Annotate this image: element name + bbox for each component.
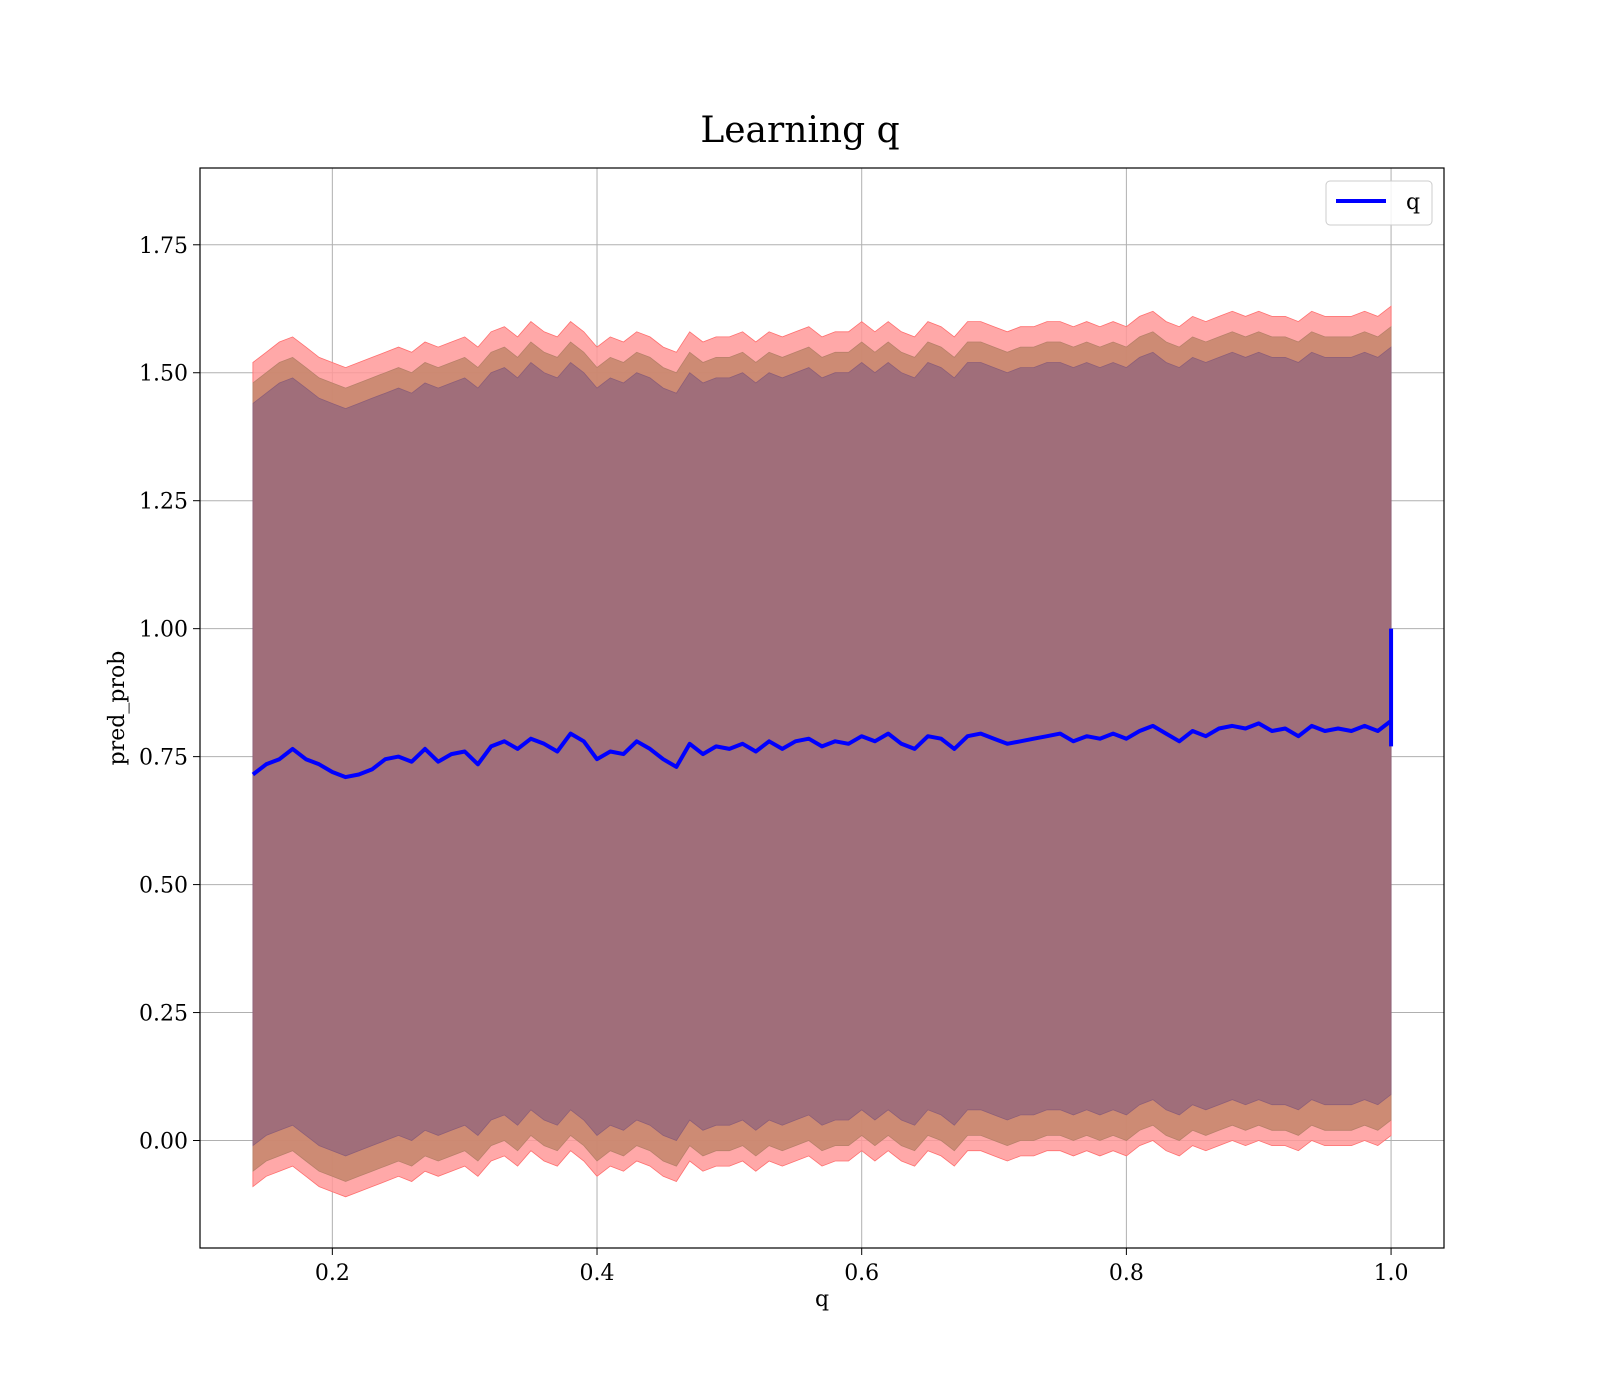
series-line-q (251, 719, 1393, 780)
y-tick-label: 1.75 (139, 234, 188, 259)
y-tick-label: 1.25 (139, 490, 188, 515)
x-axis-ticks: 0.2 0.4 0.6 0.8 1.0 (315, 1248, 1409, 1286)
x-tick-label: 0.8 (1109, 1261, 1144, 1286)
y-tick-label: 1.00 (139, 618, 188, 643)
plot-frame (199, 167, 1445, 1249)
y-tick-label: 0.00 (139, 1130, 188, 1155)
y-tick-label: 0.50 (139, 874, 188, 899)
x-tick-label: 0.6 (844, 1261, 879, 1286)
confidence-bands (252, 305, 1392, 1198)
x-axis-label: q (815, 1287, 829, 1312)
y-axis-ticks: 0.00 0.25 0.50 0.75 1.00 1.25 1.50 1.75 (139, 234, 200, 1155)
y-axis-label: pred_prob (105, 651, 130, 766)
band-inner (252, 346, 1392, 1157)
y-tick-label: 0.25 (139, 1002, 188, 1027)
legend: q (1325, 180, 1433, 226)
x-tick-label: 0.4 (580, 1261, 615, 1286)
y-tick-label: 1.50 (139, 362, 188, 387)
y-tick-label: 0.75 (139, 746, 188, 771)
x-tick-label: 0.2 (315, 1261, 350, 1286)
chart-title: Learning q (700, 110, 899, 151)
legend-entry-q: q (1406, 190, 1420, 215)
series-lines (251, 628, 1394, 780)
x-tick-label: 1.0 (1374, 1261, 1409, 1286)
